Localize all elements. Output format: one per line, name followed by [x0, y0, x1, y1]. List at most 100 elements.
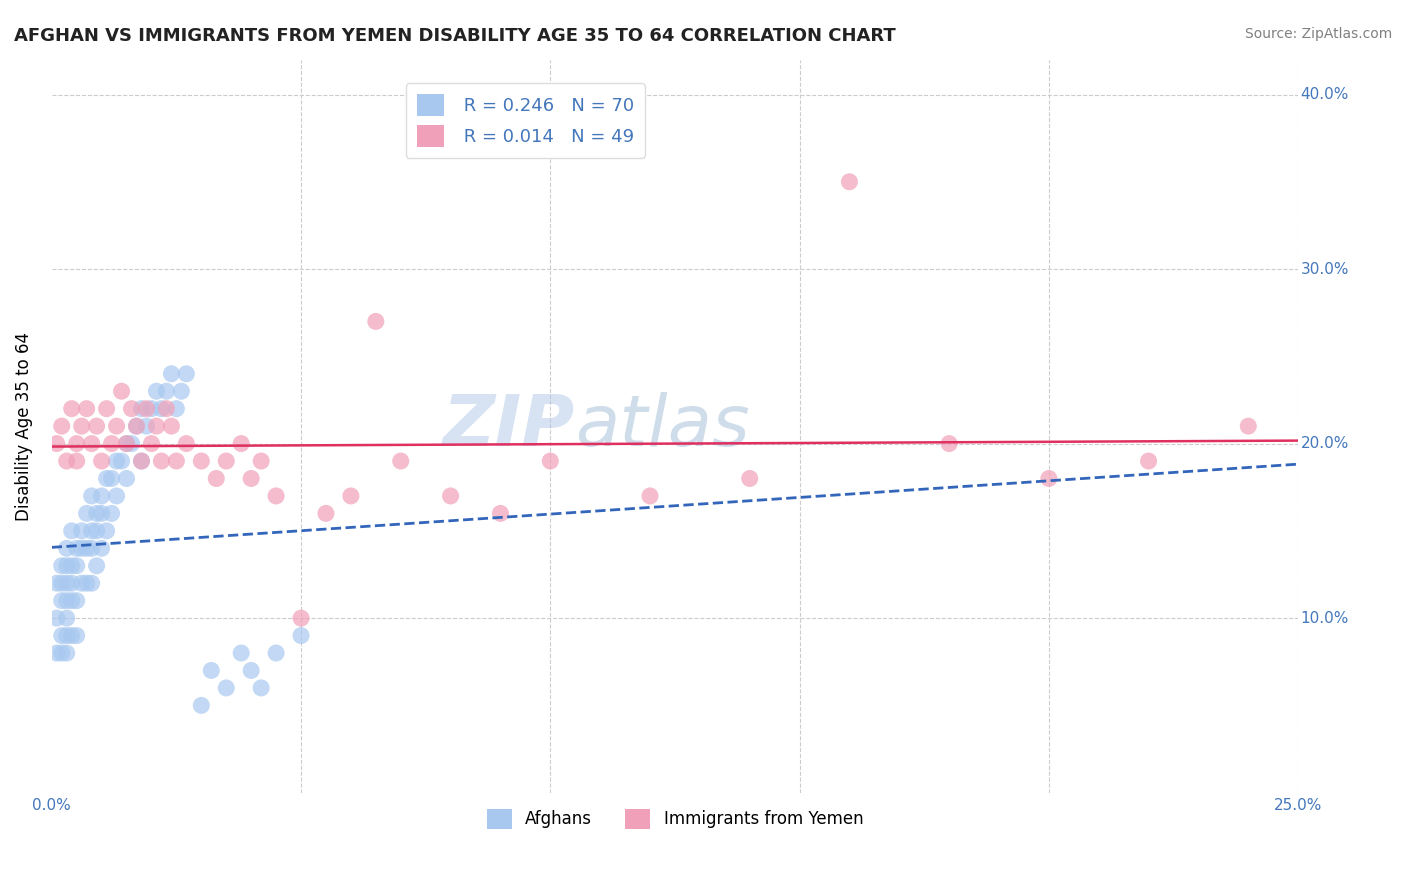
Point — [389, 454, 412, 468]
Point — [66, 593, 89, 607]
Point — [364, 314, 387, 328]
Point — [60, 524, 83, 538]
Point — [155, 401, 177, 416]
Point — [738, 471, 761, 485]
Point — [190, 698, 212, 713]
Point — [80, 489, 103, 503]
Point — [76, 576, 98, 591]
Point — [55, 629, 77, 643]
Point — [1237, 419, 1260, 434]
Point — [155, 384, 177, 399]
Point — [538, 454, 561, 468]
Text: 10.0%: 10.0% — [1301, 611, 1348, 625]
Text: atlas: atlas — [575, 392, 749, 460]
Point — [90, 454, 112, 468]
Point — [240, 664, 263, 678]
Point — [145, 384, 167, 399]
Point — [141, 401, 163, 416]
Point — [55, 611, 77, 625]
Text: 20.0%: 20.0% — [1301, 436, 1348, 451]
Point — [86, 558, 108, 573]
Point — [1137, 454, 1160, 468]
Point — [80, 436, 103, 450]
Point — [80, 541, 103, 556]
Text: ZIP: ZIP — [443, 392, 575, 460]
Point — [51, 558, 73, 573]
Point — [200, 664, 222, 678]
Point — [60, 576, 83, 591]
Point — [250, 454, 273, 468]
Point — [176, 436, 198, 450]
Point — [70, 524, 93, 538]
Point — [638, 489, 661, 503]
Point — [45, 436, 67, 450]
Point — [66, 436, 89, 450]
Point — [51, 629, 73, 643]
Point — [115, 471, 138, 485]
Point — [90, 541, 112, 556]
Point — [938, 436, 960, 450]
Point — [105, 419, 128, 434]
Point — [45, 611, 67, 625]
Point — [110, 454, 132, 468]
Point — [80, 576, 103, 591]
Point — [190, 454, 212, 468]
Point — [170, 384, 193, 399]
Y-axis label: Disability Age 35 to 64: Disability Age 35 to 64 — [15, 332, 32, 521]
Point — [231, 646, 253, 660]
Point — [141, 436, 163, 450]
Point — [290, 611, 312, 625]
Point — [55, 593, 77, 607]
Point — [60, 401, 83, 416]
Point — [76, 401, 98, 416]
Text: 30.0%: 30.0% — [1301, 261, 1350, 277]
Legend: Afghans, Immigrants from Yemen: Afghans, Immigrants from Yemen — [479, 802, 870, 836]
Point — [215, 454, 238, 468]
Point — [51, 576, 73, 591]
Point — [121, 436, 143, 450]
Point — [51, 419, 73, 434]
Point — [160, 419, 183, 434]
Point — [66, 454, 89, 468]
Point — [264, 646, 287, 660]
Point — [115, 436, 138, 450]
Point — [231, 436, 253, 450]
Text: AFGHAN VS IMMIGRANTS FROM YEMEN DISABILITY AGE 35 TO 64 CORRELATION CHART: AFGHAN VS IMMIGRANTS FROM YEMEN DISABILI… — [14, 27, 896, 45]
Point — [176, 367, 198, 381]
Point — [264, 489, 287, 503]
Point — [115, 436, 138, 450]
Point — [55, 541, 77, 556]
Point — [100, 471, 122, 485]
Point — [110, 384, 132, 399]
Point — [439, 489, 461, 503]
Point — [55, 454, 77, 468]
Point — [51, 593, 73, 607]
Point — [165, 454, 187, 468]
Point — [125, 419, 148, 434]
Point — [150, 401, 173, 416]
Point — [135, 419, 157, 434]
Point — [125, 419, 148, 434]
Point — [150, 454, 173, 468]
Point — [165, 401, 187, 416]
Point — [215, 681, 238, 695]
Point — [145, 419, 167, 434]
Point — [96, 401, 118, 416]
Point — [205, 471, 228, 485]
Point — [90, 507, 112, 521]
Point — [105, 454, 128, 468]
Point — [76, 541, 98, 556]
Point — [96, 471, 118, 485]
Point — [315, 507, 337, 521]
Point — [131, 454, 153, 468]
Point — [60, 593, 83, 607]
Point — [66, 541, 89, 556]
Point — [838, 175, 860, 189]
Point — [121, 401, 143, 416]
Point — [290, 629, 312, 643]
Point — [250, 681, 273, 695]
Point — [76, 507, 98, 521]
Point — [70, 576, 93, 591]
Point — [131, 401, 153, 416]
Point — [86, 507, 108, 521]
